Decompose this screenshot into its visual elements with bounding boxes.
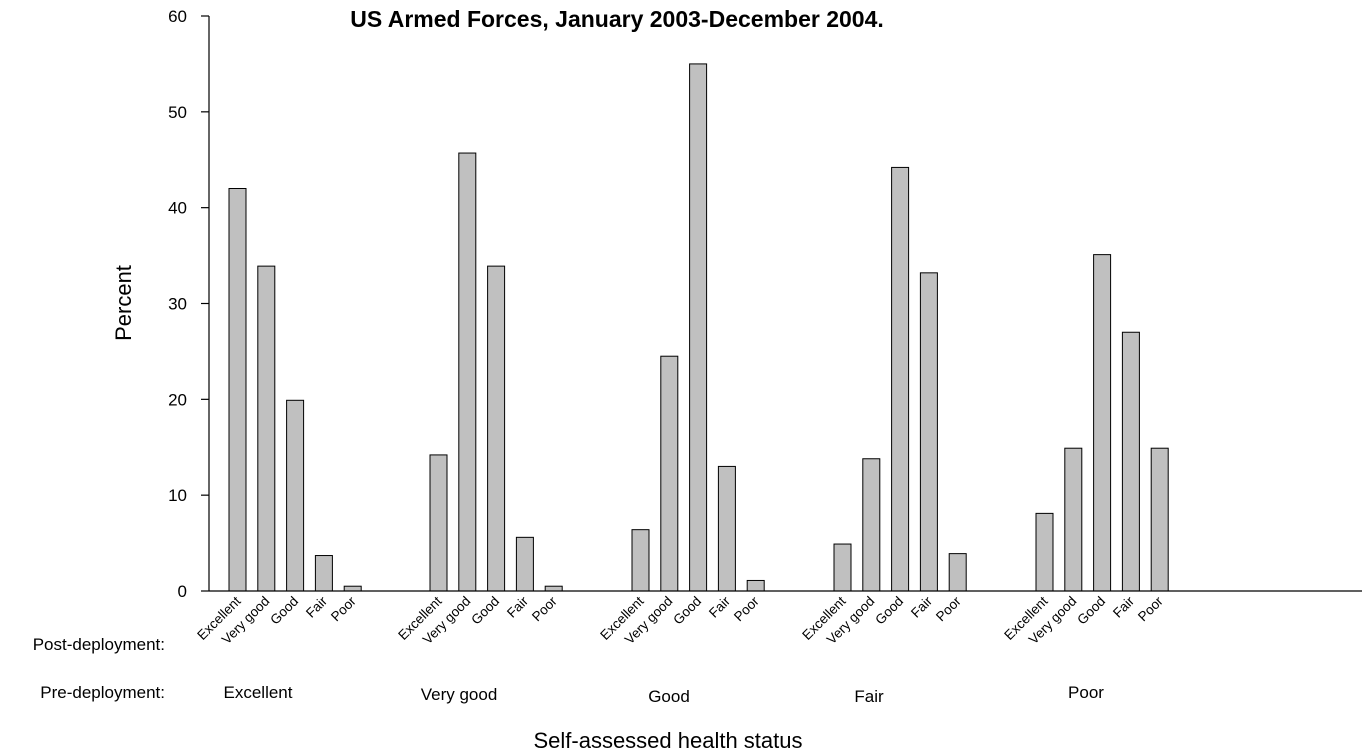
bar [1150, 447, 1169, 592]
post-deployment-tick-label: Good [872, 594, 906, 628]
post-deployment-tick-label: Poor [1135, 593, 1166, 624]
post-deployment-tick-label: Fair [303, 593, 330, 620]
bar [228, 188, 247, 592]
bar [314, 555, 333, 592]
pre-deployment-group-label: Excellent [224, 683, 293, 702]
bar [631, 529, 650, 592]
bar [1064, 447, 1083, 592]
y-tick-label: 10 [168, 486, 187, 505]
bar [717, 465, 736, 592]
y-tick-label: 50 [168, 103, 187, 122]
y-tick-label: 0 [178, 582, 187, 601]
bar [660, 355, 679, 592]
bar [833, 543, 852, 592]
post-deployment-tick-label: Fair [1110, 593, 1137, 620]
bar [689, 63, 708, 592]
post-deployment-tick-label: Fair [908, 593, 935, 620]
y-tick-label: 40 [168, 199, 187, 218]
post-deployment-tick-label: Good [670, 594, 704, 628]
bar [1093, 254, 1112, 592]
bar [458, 152, 477, 592]
y-axis: 0 10 20 30 40 50 60 [168, 7, 210, 601]
bar [487, 265, 506, 592]
pre-deployment-group-label: Good [648, 687, 690, 706]
bar [891, 166, 910, 592]
pre-deployment-row-label: Pre-deployment: [40, 683, 165, 702]
pre-deployment-group-label: Very good [421, 685, 498, 704]
bar-series [228, 63, 1169, 592]
bar [1035, 512, 1054, 592]
post-deployment-row-label: Post-deployment: [33, 635, 165, 654]
x-axis-title: Self-assessed health status [533, 728, 802, 753]
post-deployment-tick-label: Good [267, 594, 301, 628]
bar [257, 265, 276, 592]
bar [429, 454, 448, 592]
post-deployment-tick-label: Good [1074, 594, 1108, 628]
pre-deployment-group-label: Poor [1068, 683, 1104, 702]
post-deployment-tick-label: Poor [529, 593, 560, 624]
y-tick-label: 60 [168, 7, 187, 26]
y-axis-title: Percent [111, 265, 136, 341]
bar [862, 458, 881, 592]
bar [1121, 331, 1140, 592]
post-deployment-tick-label: Fair [504, 593, 531, 620]
y-tick-label: 30 [168, 295, 187, 314]
bar [746, 579, 765, 592]
post-deployment-tick-label: Poor [731, 593, 762, 624]
bar [919, 272, 938, 592]
pre-deployment-labels: Excellent Very good Good Fair Poor [224, 683, 1105, 706]
pre-deployment-group-label: Fair [854, 687, 884, 706]
y-tick-label: 20 [168, 390, 187, 409]
bar [948, 553, 967, 592]
post-deployment-tick-label: Fair [706, 593, 733, 620]
post-deployment-tick-label: Poor [328, 593, 359, 624]
bar [343, 585, 362, 592]
post-deployment-tick-label: Poor [933, 593, 964, 624]
chart-title: US Armed Forces, January 2003-December 2… [350, 6, 884, 32]
bar [515, 536, 534, 592]
bar [286, 399, 305, 592]
bar [544, 585, 563, 592]
post-deployment-tick-label: Good [468, 594, 502, 628]
